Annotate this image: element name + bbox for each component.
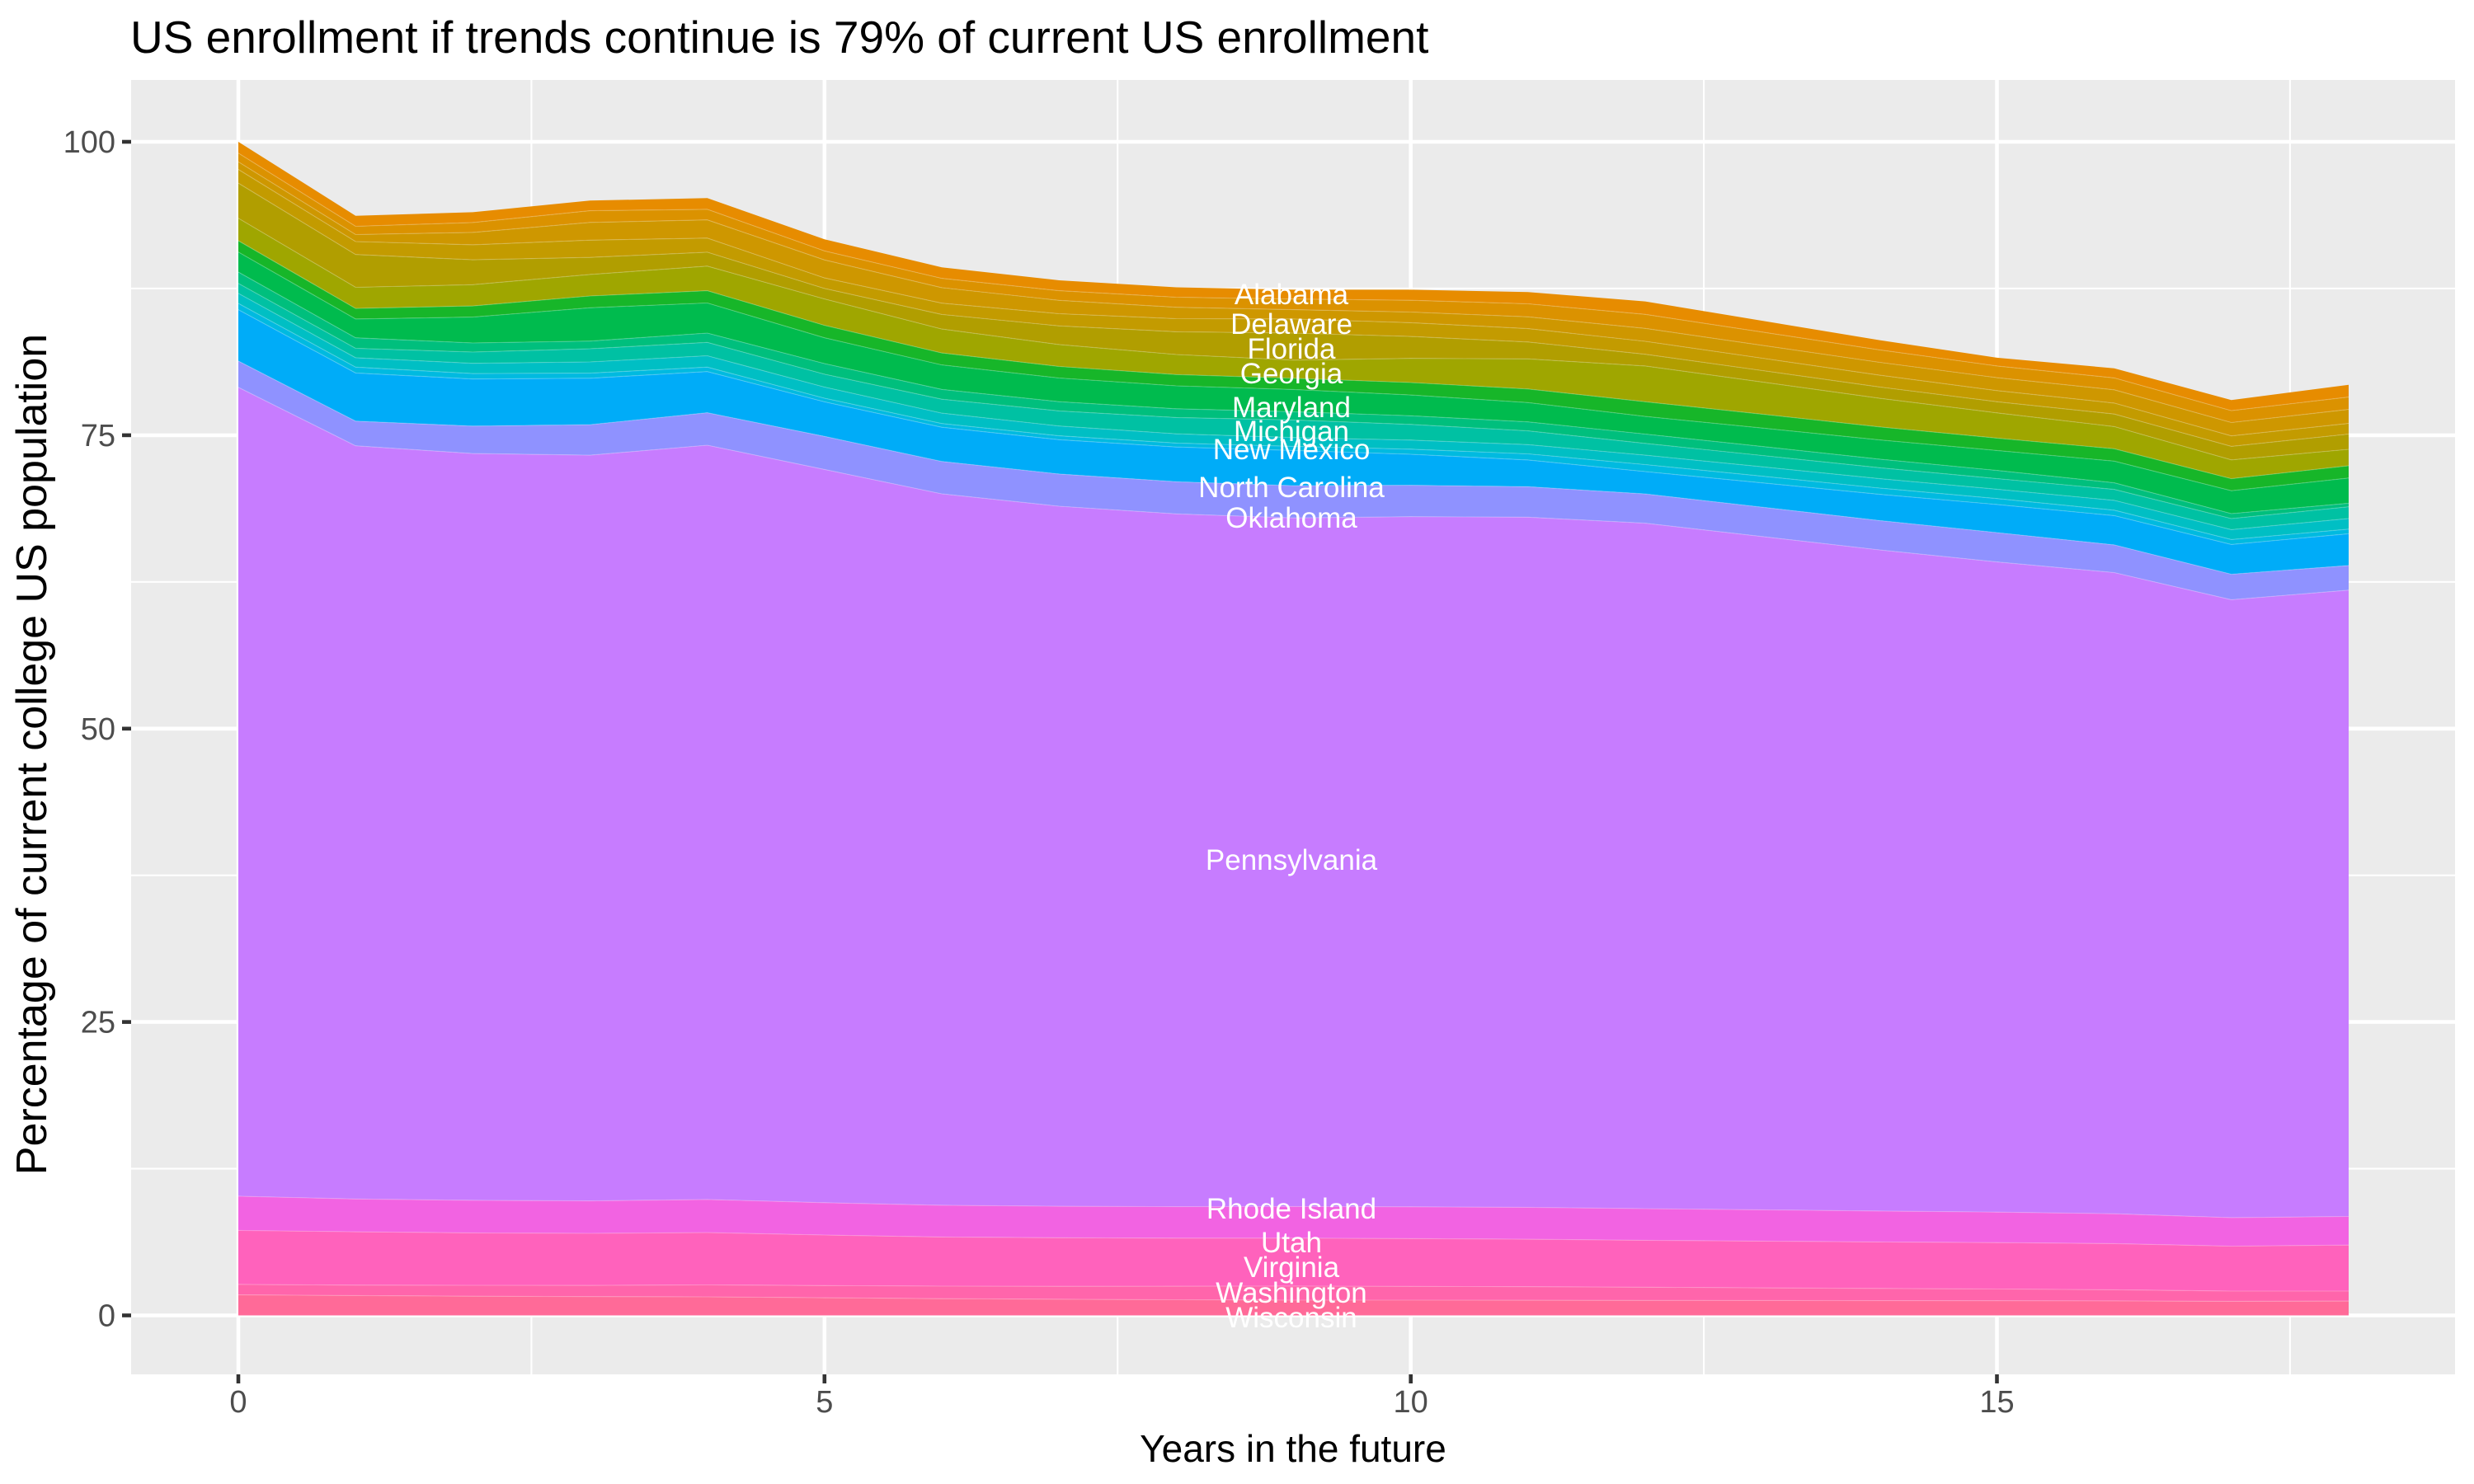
svg-text:50: 50: [81, 712, 115, 747]
svg-text:100: 100: [63, 125, 115, 160]
svg-text:75: 75: [81, 419, 115, 453]
svg-text:Oklahoma: Oklahoma: [1225, 502, 1357, 534]
svg-text:Georgia: Georgia: [1240, 358, 1343, 390]
svg-text:0: 0: [98, 1299, 115, 1334]
svg-text:New Mexico: New Mexico: [1213, 434, 1371, 466]
svg-text:Maryland: Maryland: [1232, 392, 1351, 424]
svg-text:Alabama: Alabama: [1235, 279, 1349, 311]
svg-text:US enrollment if trends contin: US enrollment if trends continue is 79% …: [130, 12, 1428, 63]
svg-text:5: 5: [816, 1385, 833, 1420]
svg-text:0: 0: [229, 1385, 247, 1420]
svg-text:Utah: Utah: [1261, 1227, 1322, 1259]
svg-text:Wisconsin: Wisconsin: [1225, 1302, 1357, 1334]
svg-text:Pennsylvania: Pennsylvania: [1206, 844, 1378, 876]
svg-text:Rhode Island: Rhode Island: [1206, 1193, 1376, 1225]
svg-text:Michigan: Michigan: [1234, 416, 1349, 448]
svg-text:Washington: Washington: [1216, 1277, 1367, 1309]
svg-text:25: 25: [81, 1006, 115, 1040]
svg-text:Virginia: Virginia: [1244, 1252, 1340, 1284]
svg-text:Florida: Florida: [1248, 333, 1337, 365]
svg-text:Delaware: Delaware: [1230, 308, 1352, 340]
svg-text:15: 15: [1979, 1385, 2014, 1420]
svg-text:10: 10: [1394, 1385, 1428, 1420]
svg-text:North Carolina: North Carolina: [1198, 472, 1385, 504]
svg-text:Years in the future: Years in the future: [1140, 1427, 1446, 1470]
svg-text:Percentage of current college: Percentage of current college US populat…: [8, 334, 56, 1175]
